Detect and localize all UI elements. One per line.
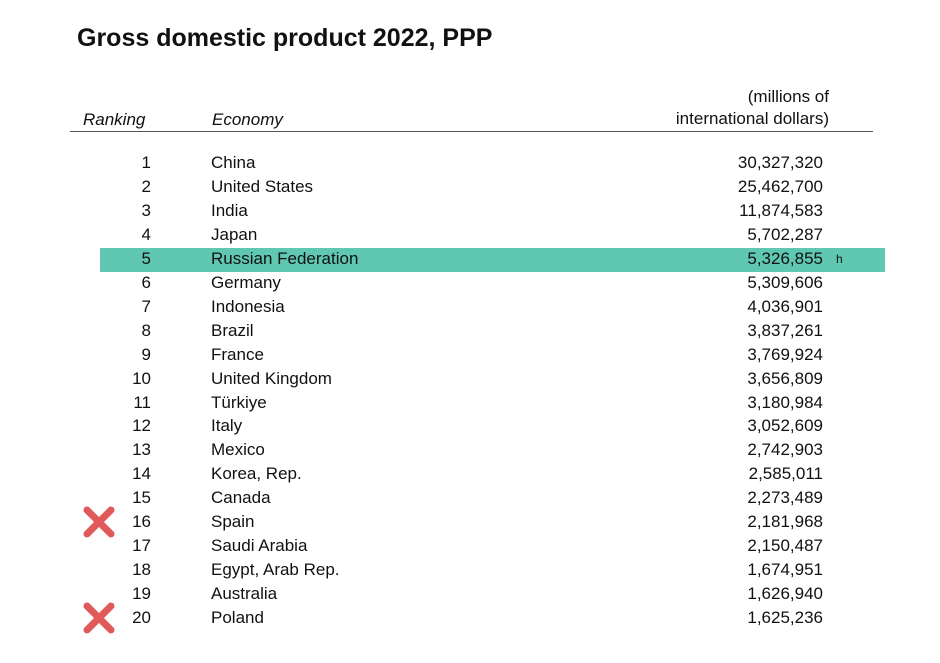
rank: 2 bbox=[141, 176, 151, 196]
rank: 20 bbox=[132, 608, 151, 628]
economy: Egypt, Arab Rep. bbox=[211, 560, 340, 580]
row-highlight bbox=[100, 248, 885, 272]
economy: Italy bbox=[211, 416, 243, 436]
gdp-value: 30,327,320 bbox=[737, 153, 823, 172]
gdp-value: 3,837,261 bbox=[747, 320, 823, 340]
gdp-value: 3,052,609 bbox=[747, 416, 823, 436]
gdp-value: 2,181,968 bbox=[747, 512, 823, 532]
rank: 16 bbox=[132, 512, 151, 532]
economy: Russian Federation bbox=[211, 248, 359, 268]
economy: Poland bbox=[211, 608, 264, 628]
rank: 9 bbox=[141, 344, 151, 364]
gdp-value: 2,585,011 bbox=[748, 464, 823, 484]
rank: 17 bbox=[132, 536, 151, 556]
gdp-value: 1,626,940 bbox=[747, 584, 823, 604]
economy: Indonesia bbox=[211, 296, 285, 316]
economy-header: Economy bbox=[212, 110, 283, 129]
economy: United States bbox=[211, 176, 314, 196]
gdp-value: 25,462,700 bbox=[737, 176, 823, 196]
rank: 8 bbox=[141, 320, 151, 340]
gdp-value: 1,674,951 bbox=[747, 560, 823, 580]
rank: 18 bbox=[132, 560, 151, 580]
gdp-value: 4,036,901 bbox=[747, 296, 823, 316]
gdp-value: 3,180,984 bbox=[747, 392, 823, 412]
gdp-value: 5,326,855 bbox=[747, 248, 823, 268]
rank: 6 bbox=[141, 272, 151, 292]
economy: Brazil bbox=[211, 320, 254, 340]
economy: United Kingdom bbox=[211, 368, 332, 388]
economy: Canada bbox=[211, 488, 271, 508]
economy: Mexico bbox=[211, 440, 265, 460]
rank: 14 bbox=[132, 464, 151, 484]
economy: India bbox=[211, 200, 248, 220]
unit-header: (millions of bbox=[747, 87, 829, 106]
gdp-value: 3,656,809 bbox=[747, 368, 823, 388]
cross-mark bbox=[83, 602, 115, 634]
rank: 5 bbox=[141, 248, 151, 268]
rank: 13 bbox=[132, 440, 151, 460]
gdp-value: 2,273,489 bbox=[747, 488, 823, 508]
note: h bbox=[836, 251, 843, 266]
economy: Australia bbox=[211, 584, 278, 604]
economy: China bbox=[211, 153, 256, 172]
gdp-value: 2,742,903 bbox=[747, 440, 823, 460]
gdp-value: 2,150,487 bbox=[747, 536, 823, 556]
rank: 11 bbox=[133, 392, 151, 412]
rank: 10 bbox=[132, 368, 151, 388]
economy: Saudi Arabia bbox=[211, 536, 308, 556]
economy: Korea, Rep. bbox=[211, 464, 302, 484]
rank: 7 bbox=[141, 296, 151, 316]
gdp-value: 1,625,236 bbox=[747, 608, 823, 628]
gdp-value: 5,702,287 bbox=[747, 224, 823, 244]
rank: 12 bbox=[132, 416, 151, 436]
ranking-header: Ranking bbox=[83, 110, 146, 129]
rank: 1 bbox=[141, 153, 151, 172]
economy: Türkiye bbox=[211, 392, 267, 412]
unit-header: international dollars) bbox=[675, 109, 829, 128]
rank: 15 bbox=[132, 488, 151, 508]
economy: France bbox=[211, 344, 264, 364]
gdp-value: 11,874,583 bbox=[739, 200, 823, 220]
header-rule bbox=[70, 131, 873, 132]
title: Gross domestic product 2022, PPP bbox=[77, 24, 493, 52]
gdp-value: 5,309,606 bbox=[747, 272, 823, 292]
economy: Germany bbox=[211, 272, 281, 292]
economy: Spain bbox=[211, 512, 255, 532]
rank: 3 bbox=[141, 200, 151, 220]
cross-mark bbox=[83, 506, 115, 538]
rank: 4 bbox=[141, 224, 151, 244]
rank: 19 bbox=[132, 584, 151, 604]
gdp-value: 3,769,924 bbox=[747, 344, 823, 364]
economy: Japan bbox=[211, 224, 258, 244]
